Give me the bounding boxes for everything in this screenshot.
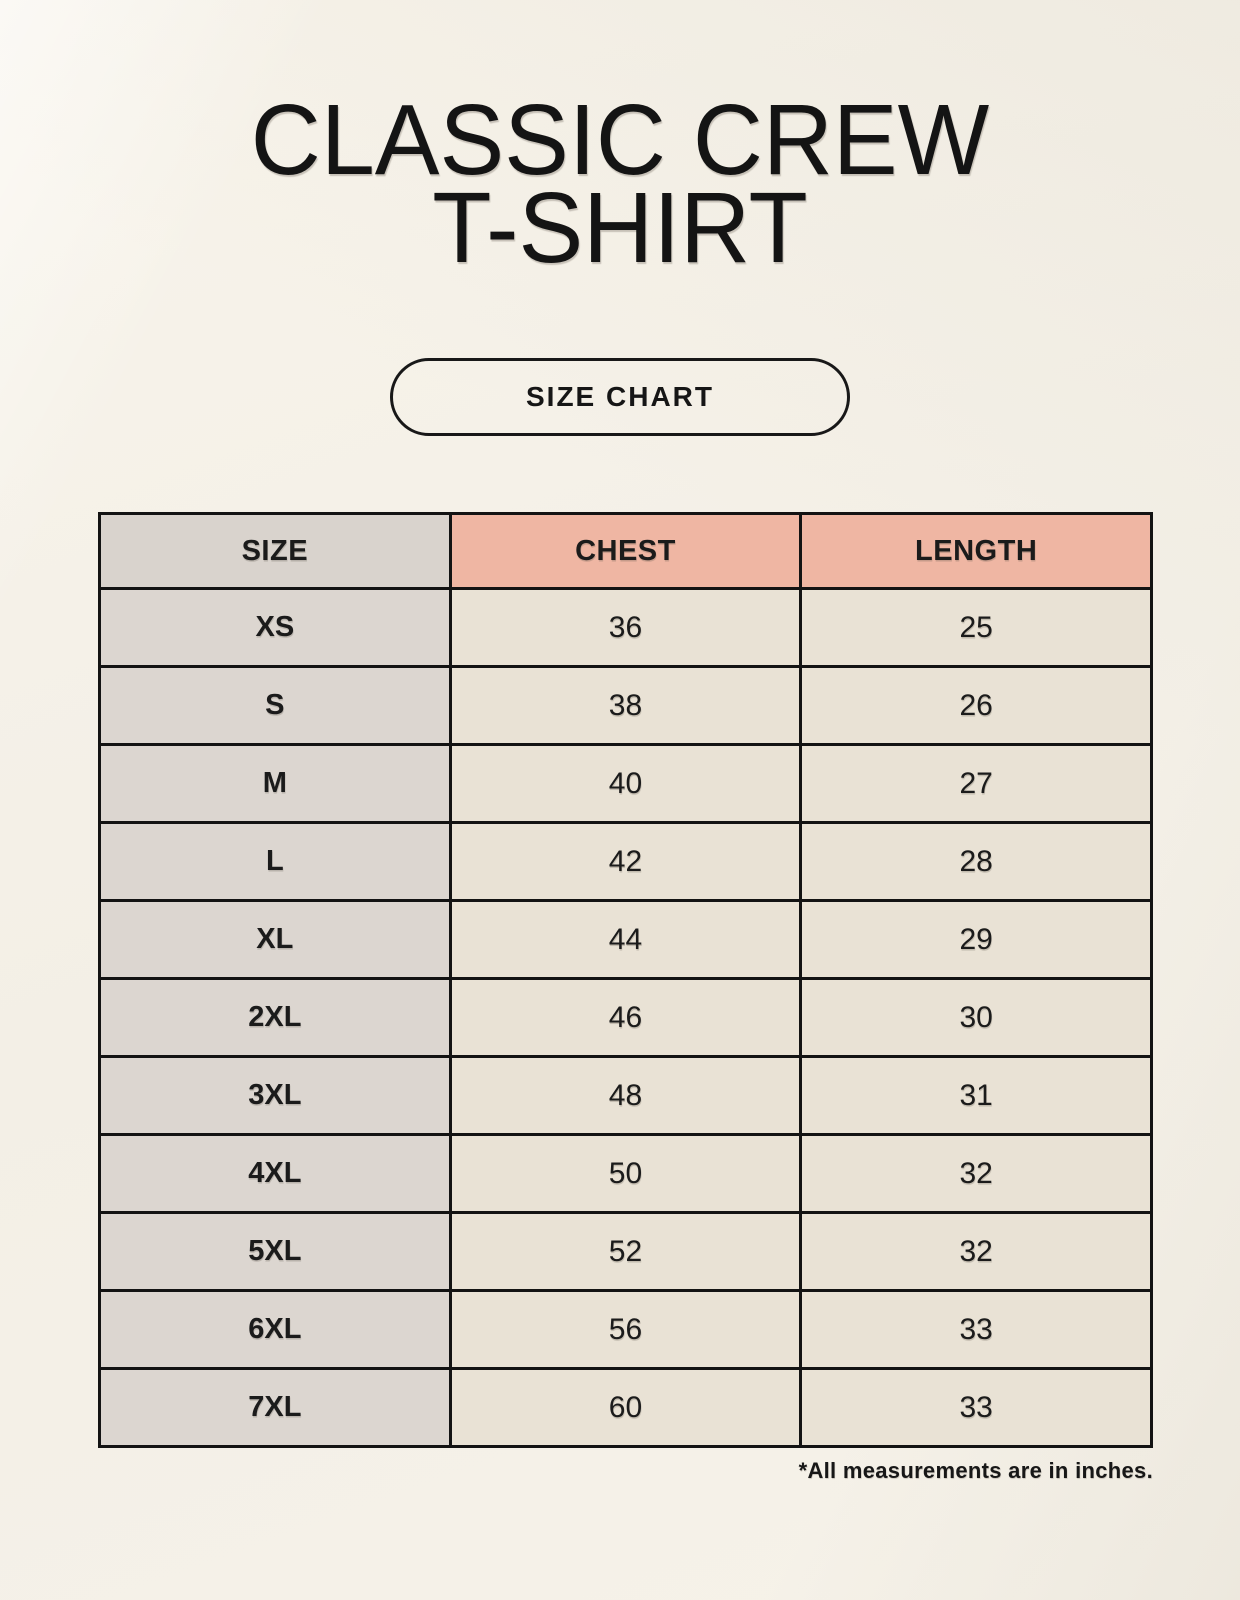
size-cell: 3XL xyxy=(98,1055,452,1136)
size-cell: M xyxy=(98,743,452,824)
length-cell: 33 xyxy=(799,1367,1153,1448)
table-row-s: S 38 26 xyxy=(98,665,1153,746)
length-cell: 25 xyxy=(799,587,1153,668)
size-table-body: XS 36 25 S 38 26 M 40 27 L 42 28 XL 44 xyxy=(98,587,1153,1448)
table-header-row: SIZE CHEST LENGTH xyxy=(98,512,1153,590)
length-cell: 27 xyxy=(799,743,1153,824)
size-cell: 7XL xyxy=(98,1367,452,1448)
size-chart-badge: SIZE CHART xyxy=(390,358,850,436)
size-table-head: SIZE CHEST LENGTH xyxy=(98,512,1153,590)
measurement-units-note: *All measurements are in inches. xyxy=(798,1458,1153,1483)
size-chart-badge-label: SIZE CHART xyxy=(526,381,714,412)
column-header-size: SIZE xyxy=(98,512,452,590)
size-cell: XL xyxy=(98,899,452,980)
chest-cell: 50 xyxy=(448,1133,803,1214)
size-cell: S xyxy=(98,665,452,746)
page-title: CLASSIC CREW T-SHIRT xyxy=(0,0,1240,284)
length-cell: 28 xyxy=(799,821,1153,902)
length-cell: 30 xyxy=(799,977,1153,1058)
table-row-5xl: 5XL 52 32 xyxy=(98,1211,1153,1292)
chest-cell: 44 xyxy=(448,899,803,980)
size-cell: L xyxy=(98,821,452,902)
chest-cell: 38 xyxy=(448,665,803,746)
length-cell: 32 xyxy=(799,1133,1153,1214)
chest-cell: 40 xyxy=(448,743,803,824)
chest-cell: 36 xyxy=(448,587,803,668)
chest-cell: 42 xyxy=(448,821,803,902)
chest-cell: 48 xyxy=(448,1055,803,1136)
size-cell: 5XL xyxy=(98,1211,452,1292)
size-cell: 4XL xyxy=(98,1133,452,1214)
length-cell: 32 xyxy=(799,1211,1153,1292)
column-header-chest: CHEST xyxy=(448,512,803,590)
page-title-line-1: CLASSIC CREW xyxy=(250,84,990,196)
chest-cell: 56 xyxy=(448,1289,803,1370)
size-cell: 2XL xyxy=(98,977,452,1058)
table-row-2xl: 2XL 46 30 xyxy=(98,977,1153,1058)
length-cell: 29 xyxy=(799,899,1153,980)
chest-cell: 52 xyxy=(448,1211,803,1292)
page-title-line-2: T-SHIRT xyxy=(432,172,808,284)
table-row-4xl: 4XL 50 32 xyxy=(98,1133,1153,1214)
table-row-m: M 40 27 xyxy=(98,743,1153,824)
chest-cell: 60 xyxy=(448,1367,803,1448)
length-cell: 26 xyxy=(799,665,1153,746)
table-row-xl: XL 44 29 xyxy=(98,899,1153,980)
table-row-xs: XS 36 25 xyxy=(98,587,1153,668)
column-header-length: LENGTH xyxy=(799,512,1153,590)
size-table: SIZE CHEST LENGTH XS 36 25 S 38 26 M 40 … xyxy=(98,512,1153,1448)
table-row-7xl: 7XL 60 33 xyxy=(98,1367,1153,1448)
chest-cell: 46 xyxy=(448,977,803,1058)
length-cell: 33 xyxy=(799,1289,1153,1370)
size-cell: XS xyxy=(98,587,452,668)
table-row-l: L 42 28 xyxy=(98,821,1153,902)
table-row-6xl: 6XL 56 33 xyxy=(98,1289,1153,1370)
size-cell: 6XL xyxy=(98,1289,452,1370)
length-cell: 31 xyxy=(799,1055,1153,1136)
table-row-3xl: 3XL 48 31 xyxy=(98,1055,1153,1136)
